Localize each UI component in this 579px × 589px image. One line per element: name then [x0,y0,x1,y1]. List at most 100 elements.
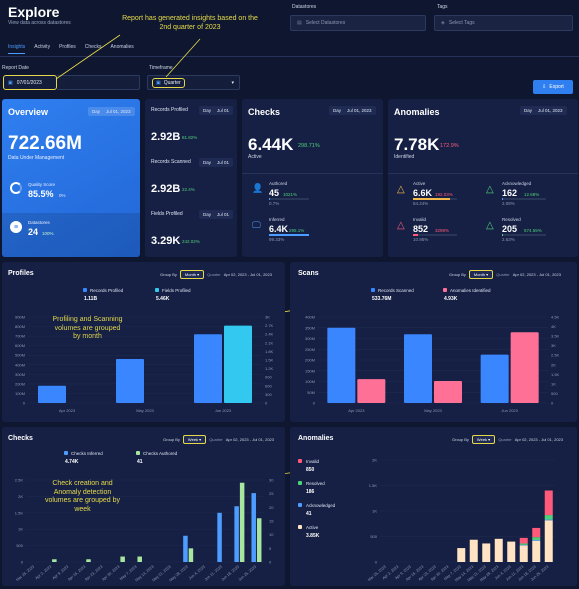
divider [0,56,579,57]
record-label: Records Scanned [151,159,191,165]
records-card: Records Profiled Day Jul 01 2.92B 81.82% Reco… [145,99,237,257]
record-label: Records Profiled [151,107,188,113]
annotation-bottom: Check creation and Anomaly detection vol… [44,480,121,513]
inferred-label: Inferred [269,217,285,222]
tab-activity[interactable]: Activity [34,44,51,50]
anomaly-status-pct: 2.63% [502,237,515,242]
anomaly-bar-track [502,234,546,236]
profiles-panel [2,262,285,422]
day-label: Day [333,108,342,113]
anomaly-status-change: 3298% [435,228,450,233]
calendar-icon: ▣ [8,79,13,86]
group-by-label: Group By [163,437,180,442]
profiles-group-by: Group By Month ▾ Quarter Apr 02, 2023 - … [160,270,272,279]
export-label: Export [549,84,564,90]
anomaly-bar-fill [502,198,503,200]
authored-pct: 0.7% [269,201,280,206]
datastores-value: 24 [28,227,39,237]
anomaly-status-value: 6.6K [413,188,433,198]
datastores-select[interactable]: ▤ Select Datastores [290,15,426,31]
inferred-change: 295.1% [289,228,305,233]
anomaly-status-change: 12.68% [524,192,540,197]
day-label: Day [203,160,212,165]
quality-label: Quality Score [28,182,56,187]
day-label: Day [203,212,212,217]
report-date-value: 07/01/2023 [16,79,42,86]
day-label: Day [92,109,101,114]
group-by-label: Group By [452,437,469,442]
tags-select[interactable]: ◈ Select Tags [434,15,573,31]
overview-value: 722.66M [8,133,82,154]
check-triangle-icon: △ [486,184,494,195]
tab-insights[interactable]: Insights [8,44,26,54]
checks-title: Checks [248,107,281,117]
datastores-placeholder: Select Datastores [305,20,346,26]
annotation-middle: Profiling and Scanning volumes are group… [52,316,123,340]
quality-donut-icon [10,182,22,194]
datastores-change: 100% [42,231,54,236]
anomalies-date: Jul 01, 2023 [538,108,563,113]
report-date-label: Report Date [2,65,29,71]
record-date-pill[interactable]: Day Jul 01 [199,158,234,167]
monitor-icon: 🖵 [252,220,261,230]
date-range: Apr 02, 2023 - Jul 01, 2023 [512,272,561,277]
quarter-label: Quarter [209,437,223,442]
anomaly-status-change: 574.55% [524,228,542,233]
anomalies-date-pill[interactable]: Day Jul 01, 2023 [520,106,567,115]
group-by-value: Month [473,272,486,277]
overview-date: Jul 01, 2023 [106,109,131,114]
anomalies-card: Anomalies Day Jul 01, 2023 7.78K 172.9% … [388,99,578,257]
anomaly-status-label: Invalid [413,217,427,222]
alert-triangle-icon: △ [397,184,405,195]
inferred-pct: 99.33% [269,237,285,242]
checks-date-pill[interactable]: Day Jul 01, 2023 [329,106,376,115]
anomaly-bar-track [413,234,457,236]
tab-checks[interactable]: Checks [84,44,102,50]
group-by-select[interactable]: Week ▾ [182,435,207,444]
inferred-value: 6.4K [269,224,289,234]
anomalies-value: 7.78K [394,135,440,154]
check-triangle-icon: △ [486,220,494,231]
report-date-input[interactable]: ▣ 07/01/2023 [3,75,57,90]
overview-title: Overview [8,107,49,117]
download-icon: ⇩ [542,84,547,90]
datastores-label: Datastores [28,220,50,225]
anomaly-status-pct: 2.08% [502,201,515,206]
user-icon: 👤 [252,183,264,193]
checks-date: Jul 01, 2023 [347,108,372,113]
anomaly-bar-fill [413,234,418,236]
database-icon: ▤ [297,20,302,26]
tab-anomalies[interactable]: Anomalies [110,44,134,50]
quality-change: 0% [59,193,66,198]
record-date-pill[interactable]: Day Jul 01 [199,106,234,115]
record-label: Fields Profiled [151,211,183,217]
annotation-line [165,38,201,78]
timeframe-value: Quarter [163,79,181,86]
record-date: Jul 01 [217,160,230,165]
anomaly-status-value: 162 [502,188,518,198]
anomalies-title: Anomalies [394,107,440,117]
group-by-value: Week [476,437,488,442]
tab-profiles[interactable]: Profiles [59,44,76,50]
group-by-label: Group By [449,272,466,277]
group-by-select[interactable]: Month ▾ [179,270,205,279]
checks-chart-title: Checks [8,435,33,442]
divider [242,173,383,174]
checks-change: 298.71% [298,143,320,149]
annotation-top: Report has generated insights based on t… [122,15,258,31]
group-by-select[interactable]: Month ▾ [468,270,494,279]
anomaly-status-pct: 10.95% [413,237,429,242]
record-date-pill[interactable]: Day Jul 01 [199,210,234,219]
overview-date-pill[interactable]: Day Jul 01, 2023 [88,107,135,116]
export-button[interactable]: ⇩ Export [533,80,573,94]
quarter-label: Quarter [207,272,221,277]
datastores-section [2,213,140,257]
timeframe-select[interactable]: ▣ Quarter ▾ [147,75,240,90]
group-by-select[interactable]: Week ▾ [471,435,496,444]
group-by-value: Week [187,437,199,442]
report-date-field[interactable] [57,75,140,90]
datastores-label: Datastores [292,4,317,10]
anomaly-status-value: 205 [502,224,518,234]
anomaly-bar-track [502,198,546,200]
profiles-chart-title: Profiles [8,270,34,277]
